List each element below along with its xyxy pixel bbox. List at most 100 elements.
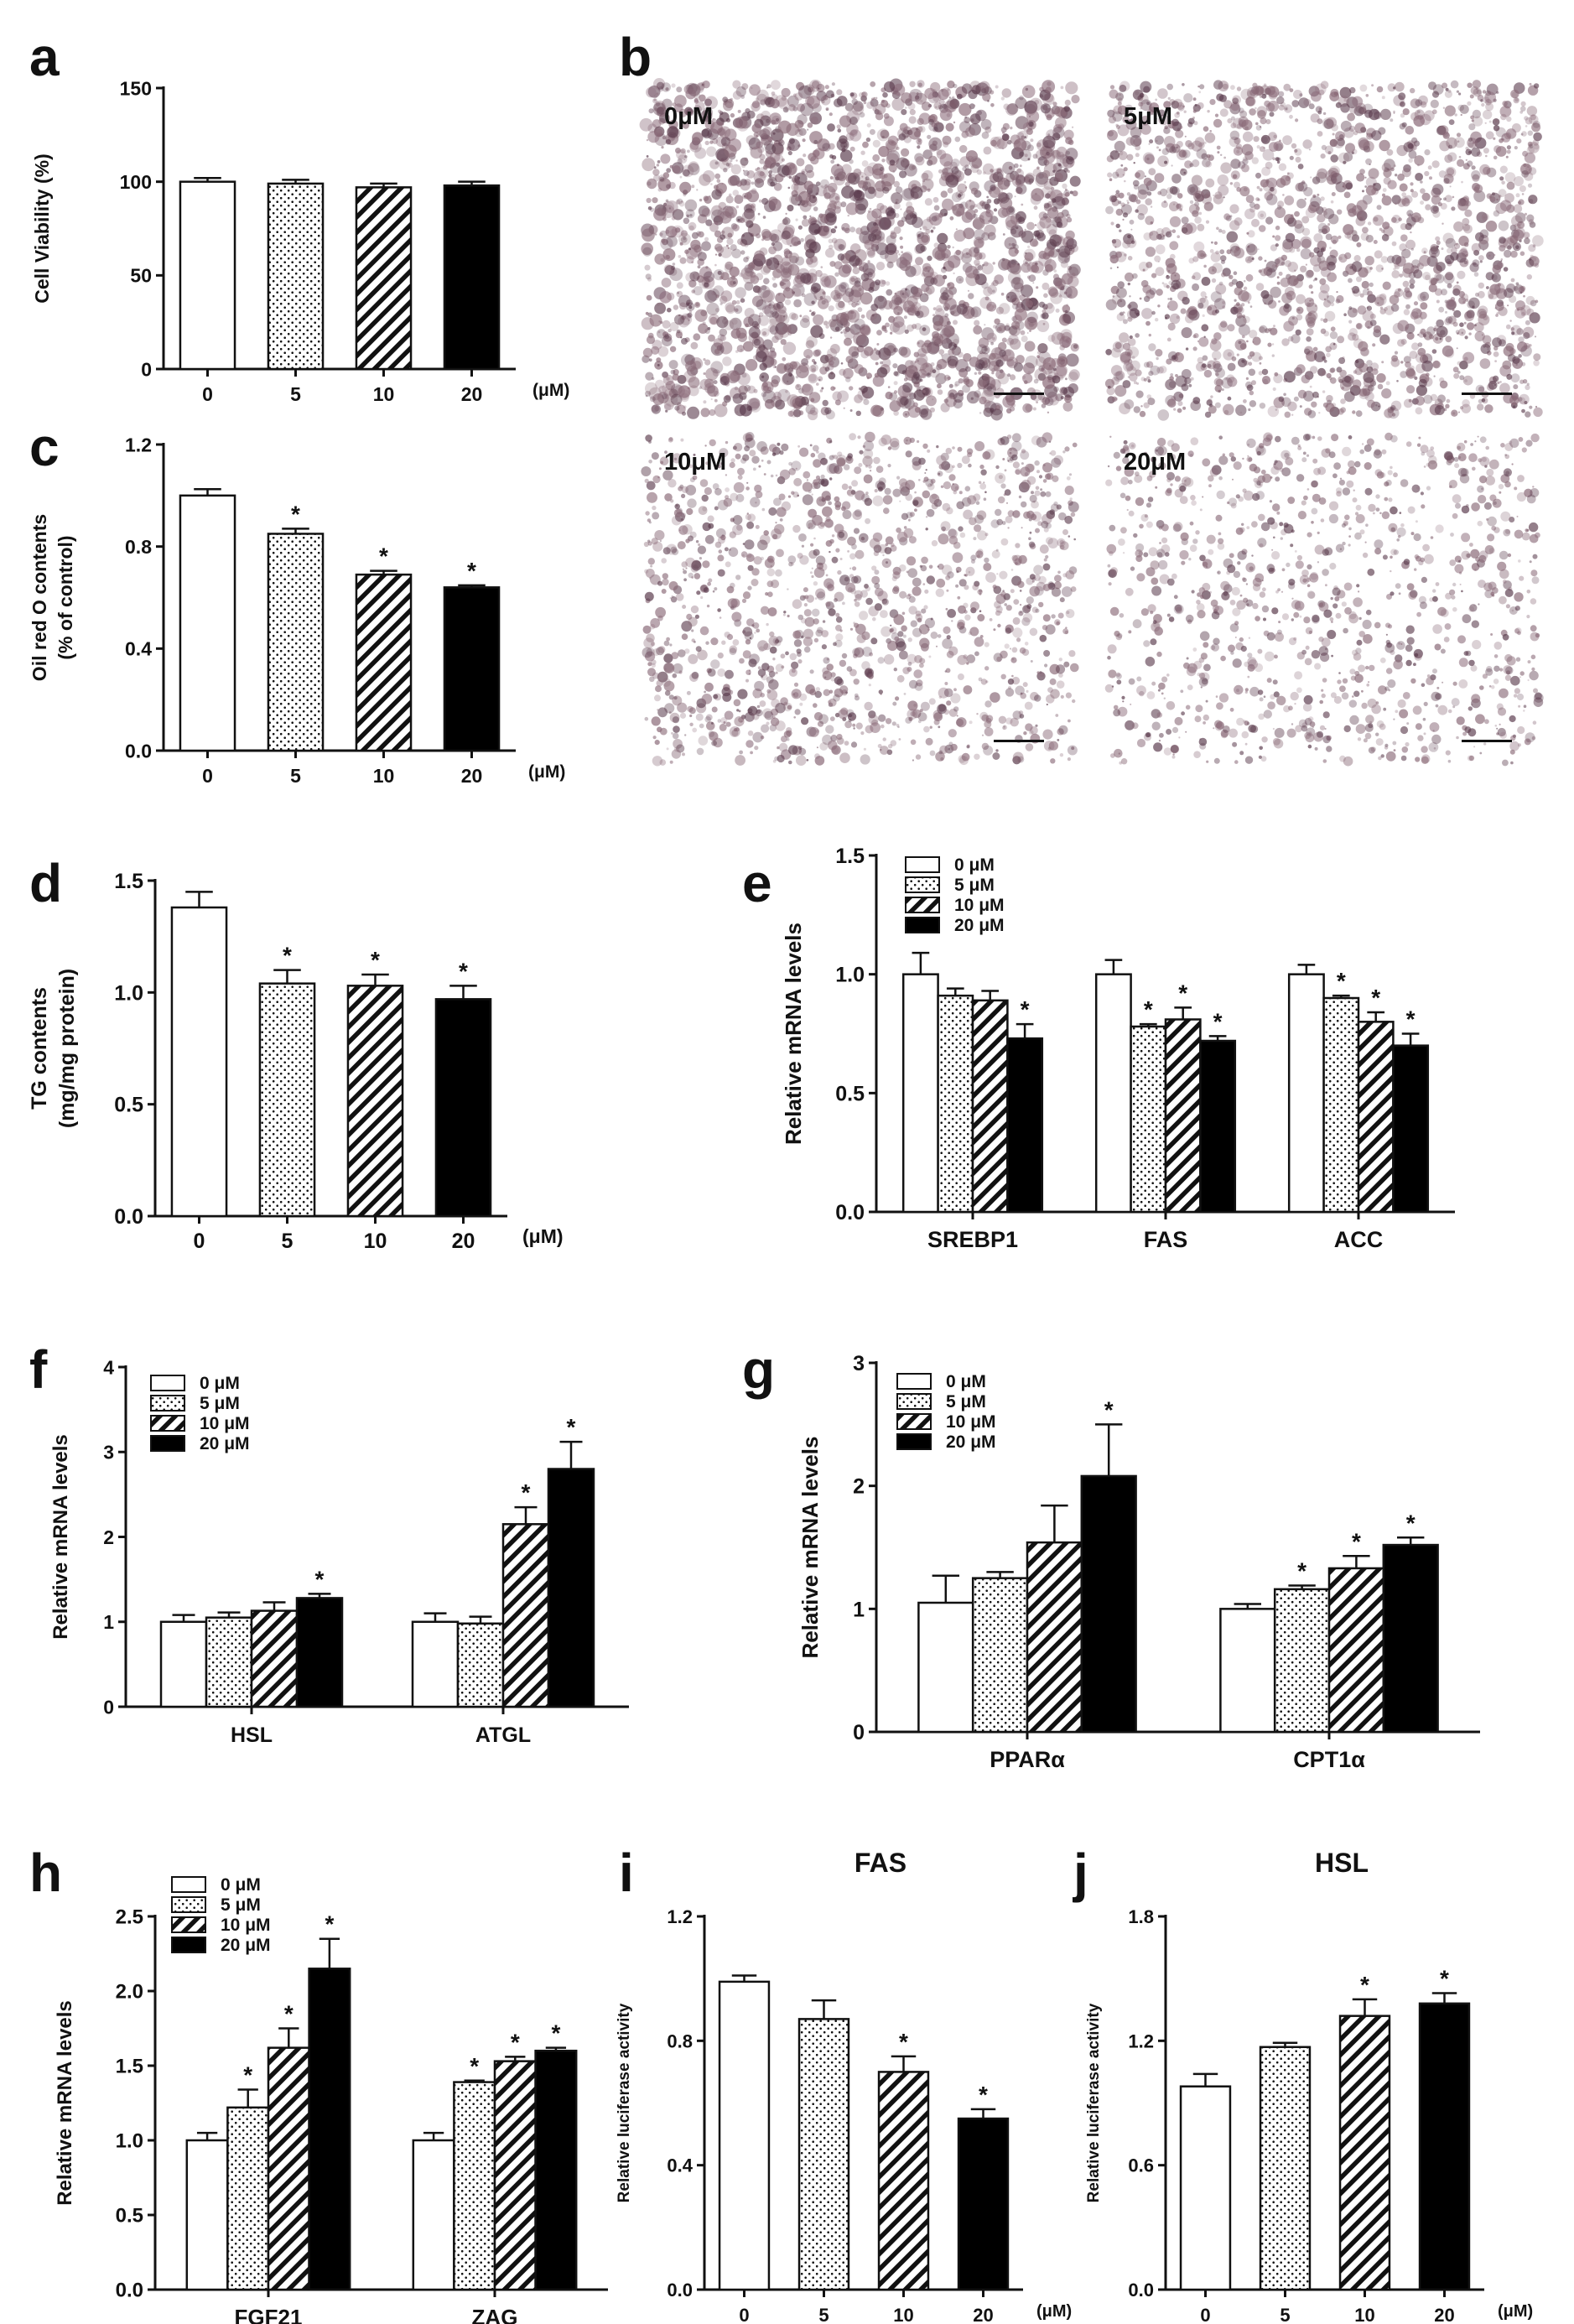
stain-particle bbox=[1055, 393, 1063, 402]
stain-particle bbox=[1005, 323, 1010, 328]
stain-particle bbox=[735, 159, 738, 162]
stain-particle bbox=[1006, 358, 1015, 367]
stain-particle bbox=[942, 638, 953, 649]
stain-particle bbox=[1145, 216, 1155, 226]
stain-particle bbox=[720, 290, 733, 302]
stain-particle bbox=[930, 362, 935, 367]
stain-particle bbox=[1187, 122, 1193, 127]
stain-particle bbox=[1107, 172, 1113, 178]
stain-particle bbox=[1417, 334, 1420, 336]
stain-particle bbox=[783, 248, 791, 255]
stain-particle bbox=[737, 372, 751, 386]
stain-particle bbox=[1249, 201, 1255, 208]
stain-particle bbox=[1308, 284, 1313, 289]
stain-particle bbox=[844, 326, 850, 332]
stain-particle bbox=[1413, 301, 1419, 306]
stain-particle bbox=[1240, 303, 1245, 307]
stain-particle bbox=[1397, 339, 1405, 347]
stain-particle bbox=[734, 195, 744, 205]
stain-particle bbox=[1322, 390, 1326, 393]
stain-particle bbox=[1112, 238, 1122, 248]
stain-particle bbox=[1512, 356, 1520, 364]
stain-particle bbox=[803, 215, 808, 220]
stain-particle bbox=[686, 299, 693, 307]
stain-particle bbox=[742, 626, 753, 637]
stain-particle bbox=[1394, 351, 1399, 355]
stain-particle bbox=[737, 467, 745, 476]
stain-particle bbox=[767, 324, 776, 333]
stain-particle bbox=[1005, 393, 1015, 403]
stain-particle bbox=[762, 126, 772, 136]
stain-particle bbox=[910, 186, 923, 200]
stain-particle bbox=[1535, 335, 1536, 338]
stain-particle bbox=[771, 80, 781, 91]
stain-particle bbox=[1005, 216, 1018, 228]
stain-particle bbox=[1442, 345, 1454, 357]
stain-particle bbox=[893, 202, 901, 210]
stain-particle bbox=[901, 216, 907, 222]
stain-particle bbox=[648, 460, 652, 464]
stain-particle bbox=[1284, 303, 1290, 309]
stain-particle bbox=[1309, 385, 1312, 388]
stain-particle bbox=[663, 202, 668, 206]
stain-particle bbox=[889, 400, 901, 412]
stain-particle bbox=[1193, 333, 1199, 339]
stain-particle bbox=[1345, 143, 1355, 153]
stain-particle bbox=[1124, 179, 1126, 183]
stain-particle bbox=[1021, 85, 1036, 98]
stain-particle bbox=[875, 112, 884, 121]
stain-particle bbox=[1293, 220, 1303, 229]
stain-particle bbox=[1065, 377, 1068, 381]
stain-particle bbox=[963, 376, 969, 383]
stain-particle bbox=[666, 377, 670, 381]
stain-particle bbox=[1019, 590, 1022, 592]
stain-particle bbox=[1258, 225, 1266, 232]
stain-particle bbox=[1322, 371, 1327, 376]
stain-particle bbox=[1471, 170, 1481, 180]
stain-particle bbox=[803, 349, 813, 359]
stain-particle bbox=[825, 247, 835, 258]
stain-particle bbox=[1528, 114, 1539, 125]
stain-particle bbox=[823, 275, 837, 289]
stain-particle bbox=[657, 364, 660, 367]
stain-particle bbox=[642, 228, 655, 242]
stain-particle bbox=[905, 212, 917, 226]
stain-particle bbox=[1457, 361, 1462, 366]
stain-particle bbox=[1524, 152, 1535, 164]
stain-particle bbox=[1065, 337, 1073, 344]
stain-particle bbox=[1120, 204, 1132, 216]
scale-bar bbox=[1462, 393, 1512, 395]
stain-particle bbox=[822, 291, 826, 295]
stain-particle bbox=[1393, 262, 1400, 268]
stain-particle bbox=[1197, 86, 1200, 88]
stain-particle bbox=[764, 398, 775, 409]
stain-particle bbox=[645, 311, 649, 315]
stain-particle bbox=[696, 189, 699, 191]
stain-particle bbox=[1203, 201, 1213, 211]
stain-particle bbox=[869, 207, 872, 211]
stain-particle bbox=[1047, 411, 1050, 413]
stain-particle bbox=[1415, 396, 1425, 406]
stain-particle bbox=[917, 359, 920, 362]
stain-particle bbox=[1229, 107, 1231, 109]
stain-particle bbox=[1207, 363, 1212, 368]
stain-particle bbox=[730, 97, 733, 101]
stain-particle bbox=[701, 241, 711, 252]
stain-particle bbox=[1071, 95, 1080, 104]
stain-particle bbox=[1456, 133, 1462, 138]
stain-particle bbox=[642, 347, 653, 358]
stain-particle bbox=[927, 372, 931, 377]
stain-particle bbox=[1033, 205, 1038, 211]
stain-particle bbox=[1257, 110, 1266, 119]
stain-particle bbox=[879, 167, 884, 171]
stain-particle bbox=[1038, 301, 1046, 308]
stain-particle bbox=[1027, 245, 1031, 248]
stain-particle bbox=[987, 284, 997, 295]
stain-particle bbox=[1445, 335, 1452, 343]
stain-particle bbox=[1161, 282, 1165, 284]
stain-particle bbox=[886, 242, 897, 253]
stain-particle bbox=[1493, 254, 1496, 256]
stain-particle bbox=[1421, 247, 1428, 254]
stain-particle bbox=[1243, 279, 1246, 283]
stain-particle bbox=[780, 339, 787, 346]
